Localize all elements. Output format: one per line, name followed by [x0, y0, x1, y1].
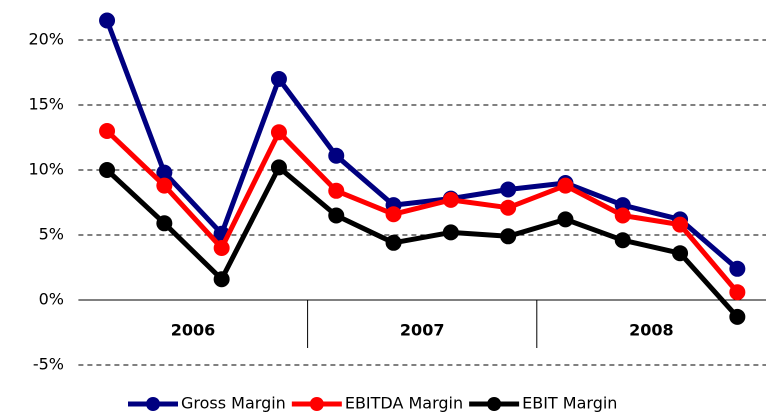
legend-marker: [487, 397, 502, 411]
y-tick-label: -5%: [33, 355, 64, 374]
point: [500, 199, 517, 216]
point: [213, 271, 230, 288]
legend-label: EBIT Margin: [522, 394, 617, 413]
point: [328, 207, 345, 224]
point: [672, 245, 689, 262]
point: [385, 206, 402, 223]
legend-marker: [146, 397, 160, 411]
point: [385, 234, 402, 251]
point: [729, 308, 746, 325]
point: [442, 224, 459, 241]
legend-label: EBITDA Margin: [345, 394, 463, 413]
point: [672, 216, 689, 233]
legend-label: Gross Margin: [181, 394, 286, 413]
point: [270, 124, 287, 141]
legend-marker: [309, 397, 324, 411]
point: [500, 181, 517, 198]
point: [156, 215, 173, 232]
x-group-label: 2008: [629, 321, 674, 340]
point: [99, 123, 116, 139]
y-tick-label: 5%: [39, 225, 64, 244]
y-tick-label: 10%: [28, 160, 64, 179]
point: [99, 12, 116, 29]
point: [500, 228, 517, 245]
series-line: [104, 19, 739, 271]
point: [729, 284, 746, 301]
point: [328, 147, 345, 164]
point: [614, 232, 631, 249]
x-group-label: 2007: [400, 321, 445, 340]
point: [270, 71, 287, 87]
y-tick-label: 15%: [28, 95, 64, 114]
point: [270, 159, 287, 176]
point: [557, 177, 574, 194]
point: [156, 177, 173, 194]
point: [213, 240, 230, 256]
point: [156, 164, 173, 181]
point: [328, 182, 345, 199]
point: [442, 191, 459, 208]
point: [729, 260, 746, 277]
y-tick-label: 20%: [28, 30, 64, 49]
point: [614, 207, 631, 224]
point: [557, 211, 574, 228]
point: [99, 162, 116, 178]
x-group-label: 2006: [171, 321, 216, 340]
y-tick-label: 0%: [39, 290, 64, 309]
series-line: [105, 164, 740, 319]
series-line: [105, 129, 740, 294]
